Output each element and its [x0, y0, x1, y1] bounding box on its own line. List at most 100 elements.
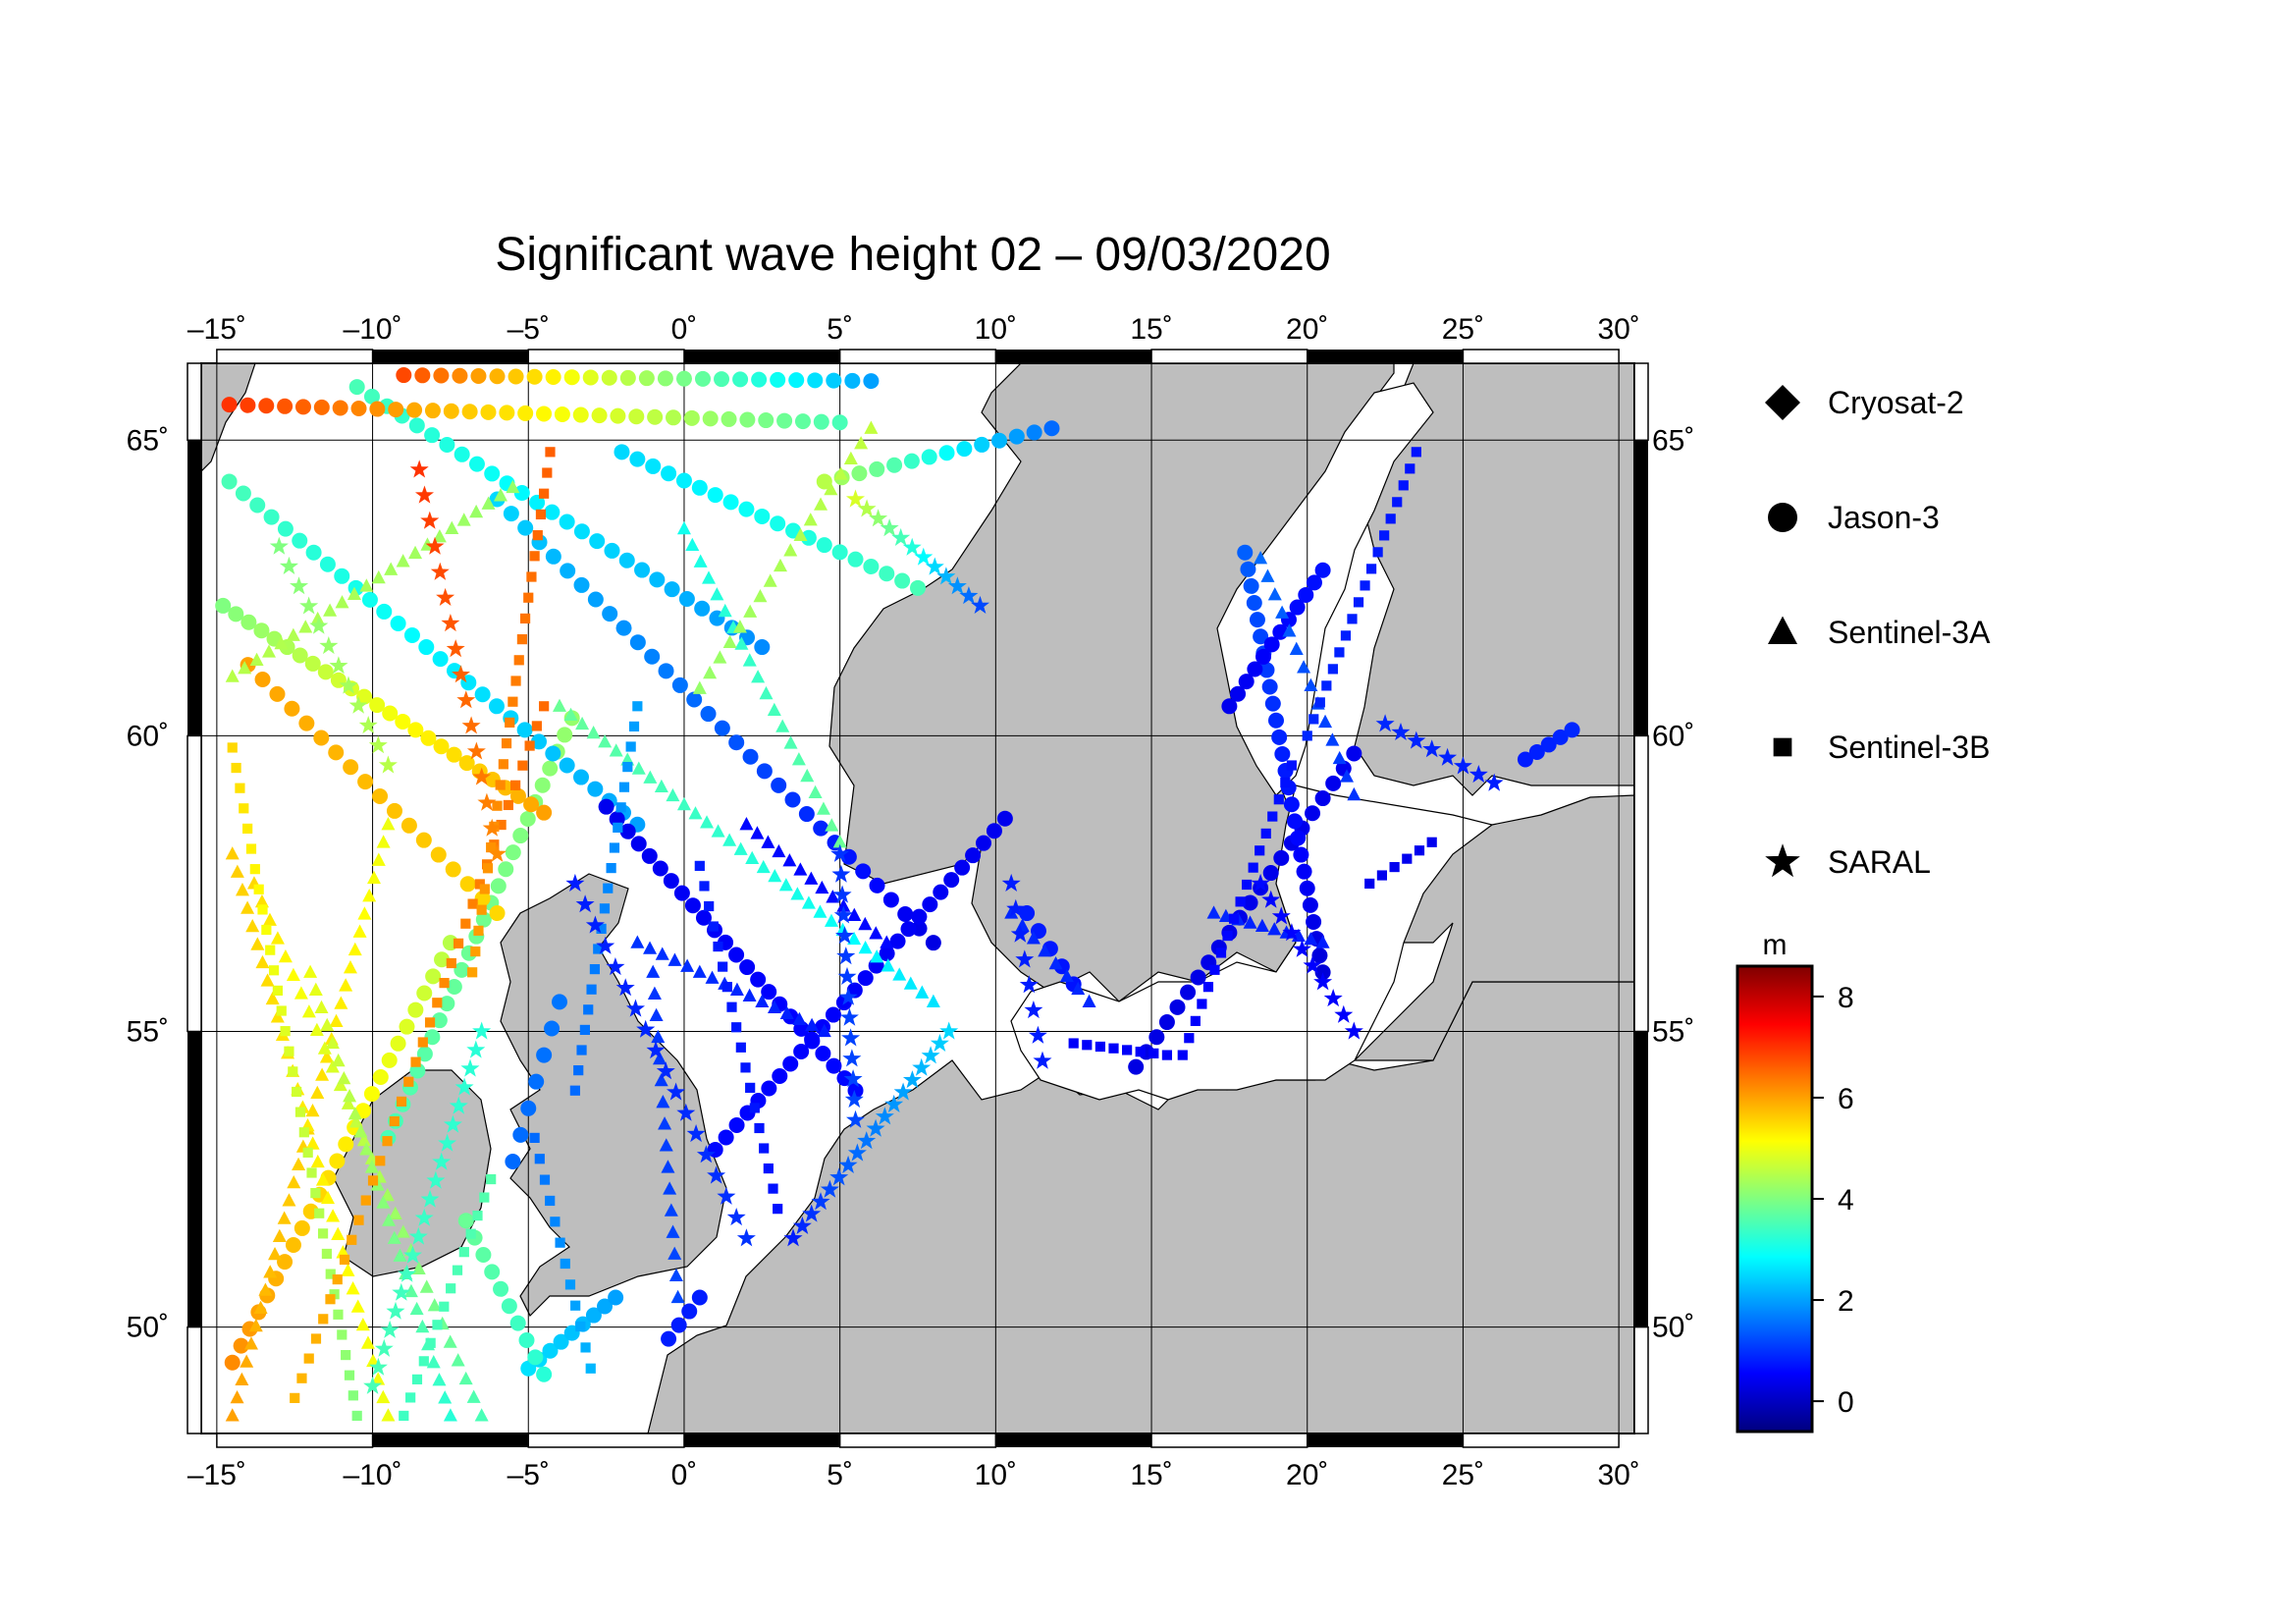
track-jason-3 — [661, 1289, 708, 1347]
data-point — [240, 900, 255, 914]
data-point — [1327, 664, 1338, 675]
data-point — [476, 904, 487, 915]
data-point — [869, 926, 883, 940]
data-point — [881, 958, 895, 972]
data-point — [512, 1126, 529, 1143]
data-point — [754, 508, 771, 524]
data-point — [424, 427, 441, 444]
data-point — [292, 1157, 306, 1171]
data-point — [1298, 586, 1314, 603]
track-sentinel-3a — [225, 817, 396, 1422]
data-point — [376, 603, 393, 620]
data-point — [718, 961, 728, 972]
data-point — [424, 403, 441, 419]
data-point — [1215, 947, 1227, 958]
data-point — [403, 1076, 414, 1087]
track-sentinel-3b — [1177, 760, 1297, 1060]
data-point — [842, 1049, 862, 1067]
track-jason-3 — [707, 810, 1013, 1158]
data-point — [513, 485, 530, 502]
data-point — [782, 1055, 799, 1072]
data-point — [439, 978, 450, 989]
data-point — [733, 841, 748, 855]
data-point — [763, 1163, 774, 1174]
star-icon — [1765, 843, 1800, 878]
data-point — [628, 408, 645, 425]
data-point — [1082, 994, 1096, 1007]
data-point — [783, 543, 798, 557]
data-point — [615, 802, 626, 813]
data-point — [305, 1136, 320, 1150]
data-point — [921, 449, 937, 465]
data-point — [458, 1371, 473, 1385]
data-point — [382, 1213, 397, 1226]
data-point — [378, 755, 398, 774]
triangle-icon — [1768, 616, 1797, 644]
data-point — [704, 900, 715, 912]
data-point — [384, 562, 399, 575]
data-point — [1391, 723, 1411, 740]
frame-segment — [187, 734, 202, 1033]
data-point — [315, 1067, 330, 1081]
data-point — [301, 1004, 316, 1018]
data-point — [603, 883, 614, 893]
lat-tick-right: 65˚ — [1652, 424, 1694, 457]
data-point — [253, 622, 270, 639]
data-point — [609, 842, 620, 853]
colorbar-tick-label: 6 — [1838, 1083, 1854, 1115]
data-point — [545, 1195, 556, 1207]
data-point — [938, 445, 955, 461]
data-point — [771, 777, 787, 793]
track-saral — [363, 1021, 492, 1394]
data-point — [1564, 722, 1580, 738]
data-point — [794, 413, 811, 430]
data-point — [745, 850, 760, 864]
data-point — [258, 1282, 273, 1296]
data-point — [536, 406, 553, 422]
data-point — [424, 1029, 441, 1046]
data-point — [664, 581, 680, 598]
track-sentinel-3b — [569, 701, 643, 1096]
data-point — [542, 467, 553, 478]
data-point — [341, 1263, 355, 1276]
data-point — [376, 835, 391, 848]
data-point — [369, 697, 386, 714]
data-point — [1209, 964, 1220, 975]
data-point — [253, 1300, 268, 1315]
data-point — [659, 1138, 673, 1152]
data-point — [826, 1057, 842, 1074]
data-point — [683, 409, 700, 426]
data-point — [1344, 1021, 1363, 1040]
track-saral — [846, 489, 989, 614]
legend-label: Jason-3 — [1828, 500, 1940, 535]
data-point — [1402, 853, 1413, 864]
data-point — [372, 1068, 389, 1085]
data-point — [1247, 661, 1263, 677]
legend-item-jason-3: Jason-3 — [1768, 500, 1940, 535]
data-point — [505, 717, 515, 729]
data-point — [587, 781, 604, 797]
data-point — [467, 967, 478, 978]
frame-segment — [187, 440, 201, 736]
lon-tick-bottom: 25˚ — [1442, 1459, 1484, 1491]
data-point — [381, 1052, 398, 1068]
data-point — [1346, 745, 1362, 762]
data-point — [707, 1165, 726, 1184]
data-point — [1303, 955, 1322, 974]
data-point — [260, 973, 275, 987]
data-point — [426, 1355, 441, 1369]
data-point — [703, 665, 718, 679]
data-point — [841, 1028, 861, 1047]
data-point — [1334, 647, 1345, 658]
data-point — [732, 371, 749, 388]
data-point — [1228, 913, 1240, 924]
data-point — [572, 769, 589, 785]
data-point — [1353, 597, 1364, 608]
data-point — [493, 488, 507, 502]
data-point — [470, 368, 487, 385]
data-point — [991, 432, 1008, 449]
data-point — [446, 639, 465, 658]
data-point — [398, 1264, 417, 1282]
data-point — [339, 676, 358, 694]
data-point — [1313, 972, 1333, 991]
